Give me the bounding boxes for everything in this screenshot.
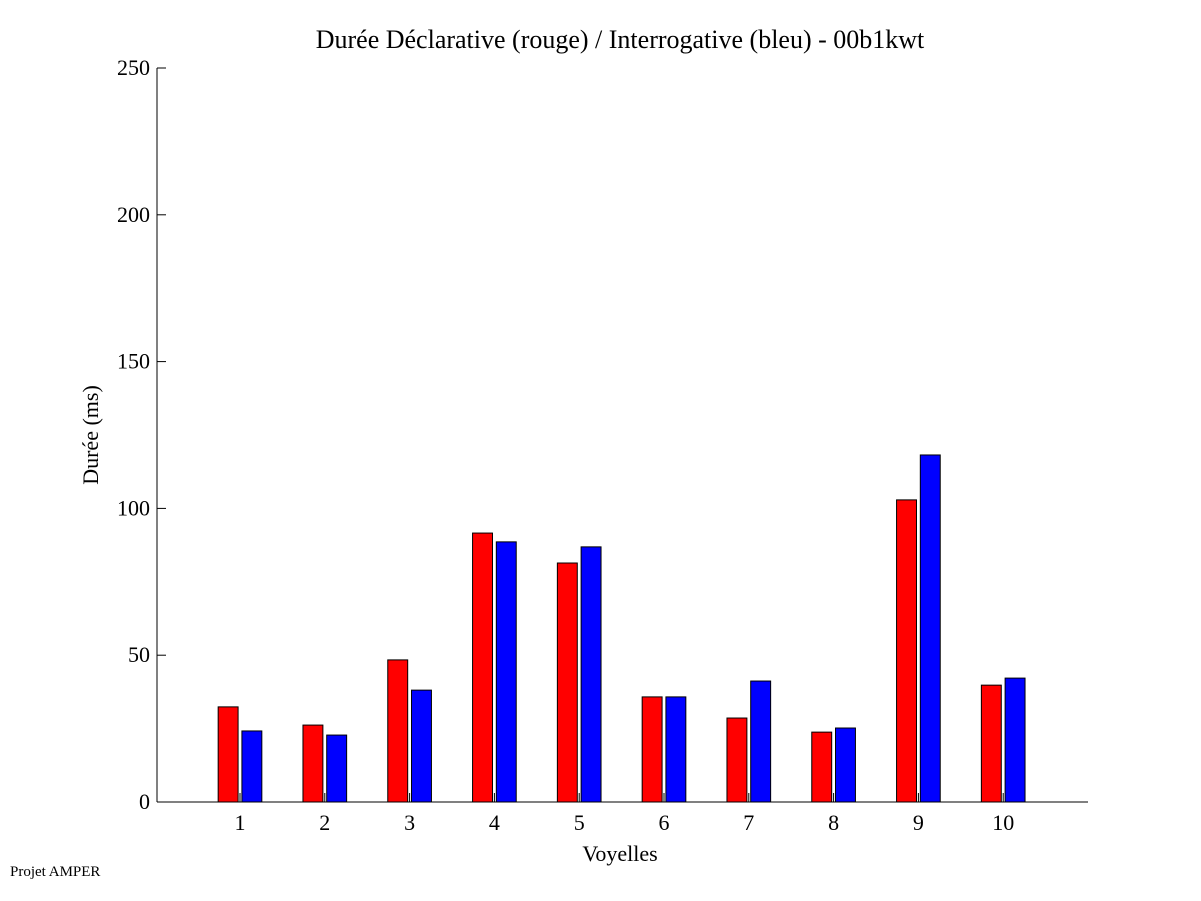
bar-interrogative-2 xyxy=(326,734,348,803)
x-tick-label-2: 2 xyxy=(319,810,330,835)
y-tick-label-200: 200 xyxy=(117,202,150,227)
x-tick-label-6: 6 xyxy=(659,810,670,835)
bar-declarative-8 xyxy=(811,731,833,803)
bar-interrogative-5 xyxy=(580,546,602,803)
chart-title: Durée Déclarative (rouge) / Interrogativ… xyxy=(316,25,925,54)
y-axis-label: Durée (ms) xyxy=(78,385,103,485)
x-tick-label-10: 10 xyxy=(992,810,1014,835)
bar-declarative-9 xyxy=(896,499,917,803)
bar-interrogative-7 xyxy=(750,680,772,803)
bar-interrogative-10 xyxy=(1004,677,1026,803)
x-tick-label-1: 1 xyxy=(235,810,246,835)
bar-declarative-1 xyxy=(217,706,239,803)
bar-interrogative-4 xyxy=(495,541,517,803)
bar-interrogative-6 xyxy=(665,696,687,803)
bar-interrogative-9 xyxy=(919,454,941,803)
y-tick-label-0: 0 xyxy=(139,789,150,814)
bar-interrogative-3 xyxy=(411,689,432,803)
x-tick-label-9: 9 xyxy=(913,810,924,835)
x-tick-label-4: 4 xyxy=(489,810,500,835)
x-tick-label-8: 8 xyxy=(828,810,839,835)
bar-declarative-3 xyxy=(387,659,409,803)
bar-declarative-6 xyxy=(641,696,663,803)
bar-declarative-7 xyxy=(726,717,748,803)
bar-interrogative-8 xyxy=(835,727,856,803)
y-tick-label-250: 250 xyxy=(117,55,150,80)
x-tick-label-3: 3 xyxy=(404,810,415,835)
bar-declarative-4 xyxy=(472,532,493,803)
x-tick-label-5: 5 xyxy=(574,810,585,835)
bar-declarative-2 xyxy=(302,724,324,803)
bar-interrogative-1 xyxy=(241,730,263,803)
bar-declarative-5 xyxy=(556,562,578,803)
x-tick-label-7: 7 xyxy=(743,810,754,835)
footer-credit: Projet AMPER xyxy=(10,864,101,880)
x-axis-label: Voyelles xyxy=(582,841,657,866)
y-tick-label-150: 150 xyxy=(117,349,150,374)
y-tick-label-100: 100 xyxy=(117,495,150,520)
y-tick-label-50: 50 xyxy=(128,642,150,667)
bar-declarative-10 xyxy=(980,684,1002,803)
